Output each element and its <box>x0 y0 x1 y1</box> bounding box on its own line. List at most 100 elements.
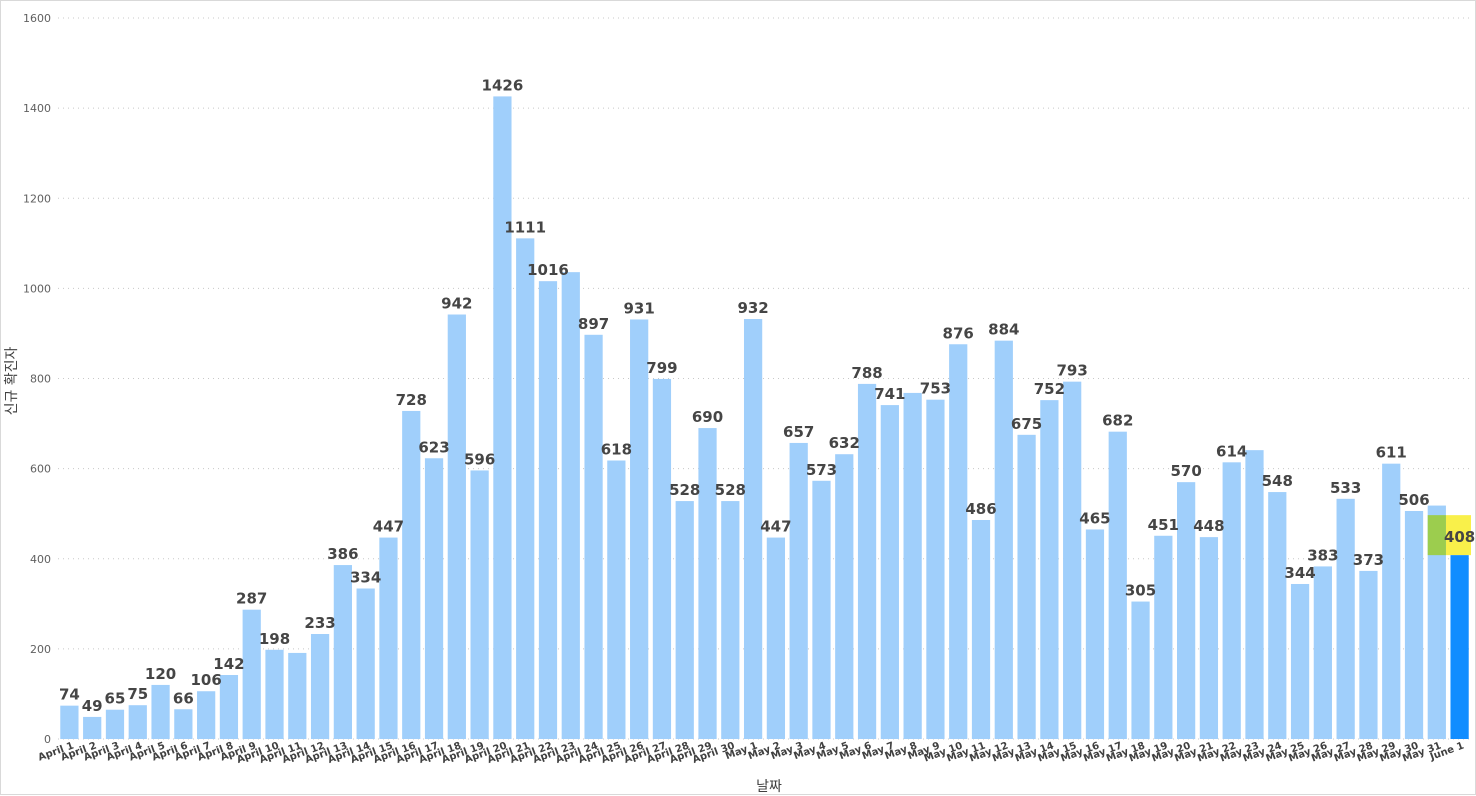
data-label: 799 <box>646 359 677 377</box>
data-label: 596 <box>464 450 495 468</box>
bar[interactable] <box>812 480 831 739</box>
bar[interactable] <box>1063 381 1082 739</box>
bar[interactable] <box>288 652 307 739</box>
bar[interactable] <box>83 716 102 739</box>
data-label: 788 <box>851 364 882 382</box>
y-tick-label: 1400 <box>23 102 51 115</box>
y-tick-label: 1200 <box>23 192 51 205</box>
bar[interactable] <box>1427 505 1446 739</box>
bar[interactable] <box>584 334 603 739</box>
data-label: 344 <box>1284 564 1315 582</box>
bar[interactable] <box>174 709 193 739</box>
bar[interactable] <box>242 609 261 739</box>
bar[interactable] <box>379 537 398 739</box>
data-label: 932 <box>737 299 768 317</box>
bar[interactable] <box>219 675 239 739</box>
bar[interactable] <box>1085 529 1105 739</box>
bar[interactable] <box>721 501 740 739</box>
data-label: 142 <box>213 655 244 673</box>
data-label: 120 <box>145 665 176 683</box>
bar[interactable] <box>1359 570 1378 739</box>
bar[interactable] <box>926 399 945 739</box>
bar[interactable] <box>1017 434 1036 739</box>
bar[interactable] <box>424 458 444 739</box>
data-label: 506 <box>1398 491 1429 509</box>
bar[interactable] <box>994 340 1013 739</box>
data-label: 75 <box>127 685 148 703</box>
bar[interactable] <box>1131 601 1150 739</box>
bar[interactable] <box>630 319 649 739</box>
bar[interactable] <box>607 460 626 739</box>
bar[interactable] <box>493 96 512 739</box>
bar[interactable] <box>880 405 899 739</box>
data-label: 373 <box>1353 551 1384 569</box>
bar[interactable] <box>698 428 717 739</box>
bar[interactable] <box>105 709 125 739</box>
bar[interactable] <box>766 537 786 739</box>
bar[interactable] <box>310 634 330 739</box>
bar[interactable] <box>1108 431 1127 739</box>
bar[interactable] <box>1040 400 1059 739</box>
bar[interactable] <box>1177 482 1196 739</box>
bar[interactable] <box>128 705 147 739</box>
bar[interactable] <box>1245 450 1264 739</box>
bar[interactable] <box>1450 555 1469 739</box>
data-label: 334 <box>350 568 381 586</box>
bar[interactable] <box>1382 463 1401 739</box>
data-label: 793 <box>1057 362 1088 380</box>
y-tick-label: 200 <box>30 643 51 656</box>
bar[interactable] <box>1290 583 1310 739</box>
bar[interactable] <box>265 649 284 739</box>
bar[interactable] <box>675 501 694 739</box>
bar[interactable] <box>652 378 672 739</box>
bar[interactable] <box>1222 462 1241 739</box>
bar[interactable] <box>470 470 489 739</box>
data-label: 623 <box>418 438 449 456</box>
data-label: 465 <box>1079 509 1110 527</box>
data-label: 408 <box>1444 528 1475 546</box>
bar[interactable] <box>516 238 535 739</box>
data-label: 931 <box>623 299 654 317</box>
bar[interactable] <box>197 691 216 739</box>
data-label: 884 <box>988 321 1019 339</box>
bar[interactable] <box>538 281 558 739</box>
bar[interactable] <box>949 344 968 739</box>
highlight-overlap <box>1427 515 1446 556</box>
bar[interactable] <box>743 319 763 739</box>
bar[interactable] <box>1313 566 1332 739</box>
bar[interactable] <box>971 519 991 739</box>
bar[interactable] <box>561 272 580 739</box>
bar[interactable] <box>60 705 79 739</box>
data-label: 728 <box>396 391 427 409</box>
bar[interactable] <box>1336 498 1355 739</box>
bar[interactable] <box>789 442 808 739</box>
data-label: 614 <box>1216 442 1247 460</box>
data-label: 876 <box>943 324 974 342</box>
bar[interactable] <box>1199 537 1219 739</box>
data-label: 65 <box>105 690 126 708</box>
bar[interactable] <box>1268 492 1287 739</box>
bar[interactable] <box>903 392 922 739</box>
y-axis-title: 신규 확진자 <box>4 346 20 415</box>
y-axis-ticks: 0 200 400 600 800 1000 1200 1400 1600 <box>23 12 51 746</box>
bar[interactable] <box>356 588 375 739</box>
data-label: 448 <box>1193 517 1224 535</box>
bars <box>60 96 1469 739</box>
data-label: 486 <box>965 500 996 518</box>
bar[interactable] <box>447 314 466 739</box>
bar[interactable] <box>835 454 854 739</box>
y-tick-label: 400 <box>30 553 51 566</box>
bar[interactable] <box>857 383 877 739</box>
bar[interactable] <box>333 565 352 739</box>
x-axis-title: 날짜 <box>756 779 782 795</box>
y-tick-label: 1000 <box>23 282 51 295</box>
data-label: 752 <box>1034 380 1065 398</box>
bar[interactable] <box>402 410 421 739</box>
data-label: 386 <box>327 545 358 563</box>
bar[interactable] <box>1404 510 1424 739</box>
bar[interactable] <box>1154 535 1173 739</box>
bar[interactable] <box>151 684 170 739</box>
